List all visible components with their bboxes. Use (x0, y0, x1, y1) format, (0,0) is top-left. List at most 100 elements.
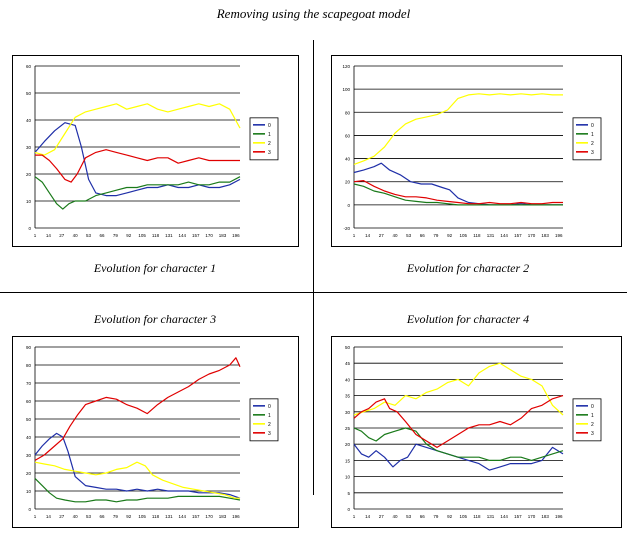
y-tick-label: 20 (345, 180, 351, 185)
x-tick-label: 79 (433, 514, 439, 519)
caption-character-1: Evolution for character 1 (93, 261, 217, 275)
x-tick-label: 157 (192, 514, 200, 519)
x-tick-label: 170 (528, 514, 536, 519)
y-tick-label: 50 (345, 345, 351, 350)
series-line-3 (353, 179, 563, 205)
series-line-2 (353, 93, 563, 165)
y-tick-label: 20 (26, 172, 32, 177)
x-tick-label: 79 (113, 233, 119, 238)
y-tick-label: 60 (26, 64, 32, 69)
x-tick-label: 40 (392, 514, 398, 519)
x-tick-label: 66 (99, 233, 105, 238)
legend-label-1: 1 (268, 413, 271, 419)
series-line-2 (34, 103, 241, 156)
y-tick-label: 0 (28, 226, 31, 231)
series-line-1 (353, 183, 563, 206)
x-tick-label: 92 (126, 233, 132, 238)
y-tick-label: 10 (345, 475, 351, 480)
y-tick-label: 40 (26, 118, 32, 123)
x-tick-label: 157 (514, 514, 522, 519)
y-tick-label: 70 (26, 381, 32, 386)
x-tick-label: 27 (379, 514, 385, 519)
x-tick-label: 53 (86, 514, 92, 519)
y-tick-label: 15 (345, 458, 351, 463)
x-tick-label: 1 (353, 233, 356, 238)
legend-label-1: 1 (268, 132, 271, 138)
x-tick-label: 144 (500, 514, 508, 519)
x-tick-label: 1 (34, 233, 37, 238)
y-tick-label: 0 (28, 507, 31, 512)
y-tick-label: 10 (26, 199, 32, 204)
chart-frame-1: 0 10 20 30 40 50 60 1 14 27 40 53 66 79 92 105 118 131 144… (12, 55, 299, 247)
series-line-3 (34, 357, 241, 461)
x-tick-label: 183 (541, 514, 549, 519)
x-tick-label: 118 (152, 233, 160, 238)
series-line-1 (34, 477, 241, 503)
legend-label-2: 2 (268, 422, 271, 428)
y-tick-label: 40 (345, 157, 351, 162)
x-tick-label: 79 (113, 514, 119, 519)
x-tick-label: 157 (514, 233, 522, 238)
x-tick-label: 92 (447, 514, 453, 519)
x-tick-label: 131 (487, 514, 495, 519)
vertical-divider (313, 40, 314, 495)
series-line-3 (35, 149, 240, 183)
legend-label-2: 2 (591, 422, 594, 428)
x-tick-label: 118 (473, 514, 481, 519)
x-tick-label: 14 (46, 233, 52, 238)
chart-frame-4: 0 5 10 15 20 25 30 35 40 45 50 1 14 27 40 53 66 79 92 105 11… (331, 336, 622, 528)
y-tick-label: 90 (26, 345, 32, 350)
y-tick-label: 20 (345, 442, 351, 447)
x-tick-label: 14 (46, 514, 52, 519)
x-tick-label: 144 (500, 233, 508, 238)
x-tick-label: 92 (447, 233, 453, 238)
x-tick-label: 196 (232, 514, 240, 519)
x-tick-label: 14 (365, 514, 371, 519)
series-line-0 (34, 122, 241, 197)
y-tick-label: 60 (26, 399, 32, 404)
x-tick-label: 118 (473, 233, 481, 238)
x-tick-label: 105 (138, 514, 146, 519)
legend-label-2: 2 (268, 141, 271, 147)
legend-label-0: 0 (591, 123, 594, 129)
x-tick-label: 1 (34, 514, 37, 519)
legend-label-0: 0 (268, 123, 271, 129)
page-title: Removing using the scapegoat model (216, 6, 411, 21)
chart-frame-2: -20 0 20 40 60 80 100 120 1 14 27 40 53 66 79 92 105 118 1… (331, 55, 622, 247)
x-tick-label: 131 (487, 233, 495, 238)
x-tick-label: 196 (232, 233, 240, 238)
y-tick-label: 30 (345, 410, 351, 415)
x-tick-label: 53 (406, 514, 412, 519)
y-tick-label: 10 (26, 489, 32, 494)
x-tick-label: 40 (392, 233, 398, 238)
y-tick-label: 100 (342, 87, 350, 92)
x-tick-label: 27 (379, 233, 385, 238)
y-tick-label: 0 (347, 203, 350, 208)
x-tick-label: 183 (219, 514, 227, 519)
y-tick-label: 30 (26, 453, 32, 458)
x-tick-label: 170 (205, 514, 213, 519)
x-tick-label: 66 (420, 233, 426, 238)
x-tick-label: 144 (179, 514, 187, 519)
series-line-2 (34, 461, 240, 499)
caption-character-2: Evolution for character 2 (406, 261, 530, 275)
x-tick-label: 196 (555, 233, 563, 238)
y-tick-label: 40 (345, 377, 351, 382)
x-tick-label: 53 (406, 233, 412, 238)
series-line-3 (353, 395, 564, 449)
x-tick-label: 170 (205, 233, 213, 238)
y-tick-label: 50 (26, 91, 32, 96)
legend-label-3: 3 (591, 431, 594, 437)
x-tick-label: 105 (459, 514, 467, 519)
x-tick-label: 14 (365, 233, 371, 238)
y-tick-label: 45 (345, 361, 351, 366)
legend-label-1: 1 (591, 413, 594, 419)
y-tick-label: 40 (26, 435, 32, 440)
x-tick-label: 196 (555, 514, 563, 519)
x-tick-label: 66 (99, 514, 105, 519)
y-tick-label: 5 (347, 491, 350, 496)
y-tick-label: 0 (347, 507, 350, 512)
legend-label-3: 3 (268, 431, 271, 437)
